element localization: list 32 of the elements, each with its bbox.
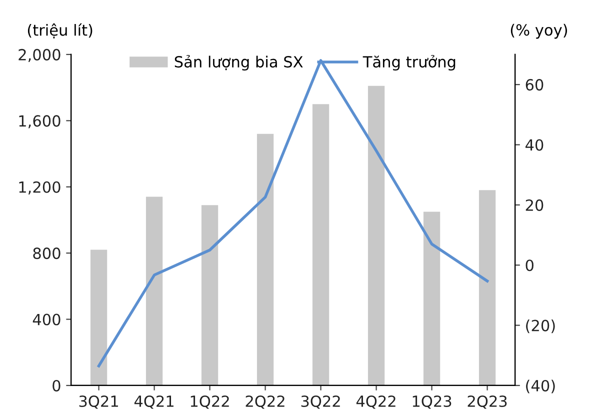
y-tick-label: 0 [52, 380, 60, 392]
y-tick-label: 1,200 [19, 181, 60, 194]
bar [146, 196, 163, 386]
x-tick-label: 1Q23 [412, 395, 452, 409]
bar [368, 86, 385, 386]
y-tick-label: 400 [32, 314, 60, 326]
bar [478, 190, 496, 386]
x-tick-label: 3Q22 [301, 395, 340, 409]
y2-tick-label: (40) [526, 380, 555, 394]
y2-axis-title: (% yoy) [510, 24, 568, 39]
x-tick-label: 3Q21 [79, 395, 118, 409]
y-axis-title: (triệu lít) [28, 23, 92, 38]
y2-tick-label: (20) [526, 320, 555, 334]
bar [201, 205, 218, 386]
y2-tick-label: 60 [526, 79, 544, 91]
bar [423, 212, 440, 386]
y-tick-label: 800 [33, 248, 60, 260]
bar [90, 250, 108, 386]
legend-label: Sản lượng bia SX [174, 54, 303, 71]
y-tick-label: 2,000 [18, 48, 60, 62]
x-tick-label: 2Q22 [246, 395, 284, 409]
x-tick-label: 1Q22 [190, 395, 229, 409]
legend-label: Tăng trưởng [362, 54, 456, 71]
bar [312, 104, 330, 386]
y-tick-label: 1,600 [19, 115, 60, 128]
x-tick-label: 2Q23 [468, 395, 507, 409]
y2-tick-label: 0 [526, 260, 534, 272]
x-tick-label: 4Q22 [356, 395, 396, 409]
x-tick-label: 4Q21 [134, 395, 174, 409]
y2-tick-label: 20 [526, 199, 544, 211]
y2-tick-label: 40 [526, 139, 544, 151]
bar [256, 134, 274, 386]
